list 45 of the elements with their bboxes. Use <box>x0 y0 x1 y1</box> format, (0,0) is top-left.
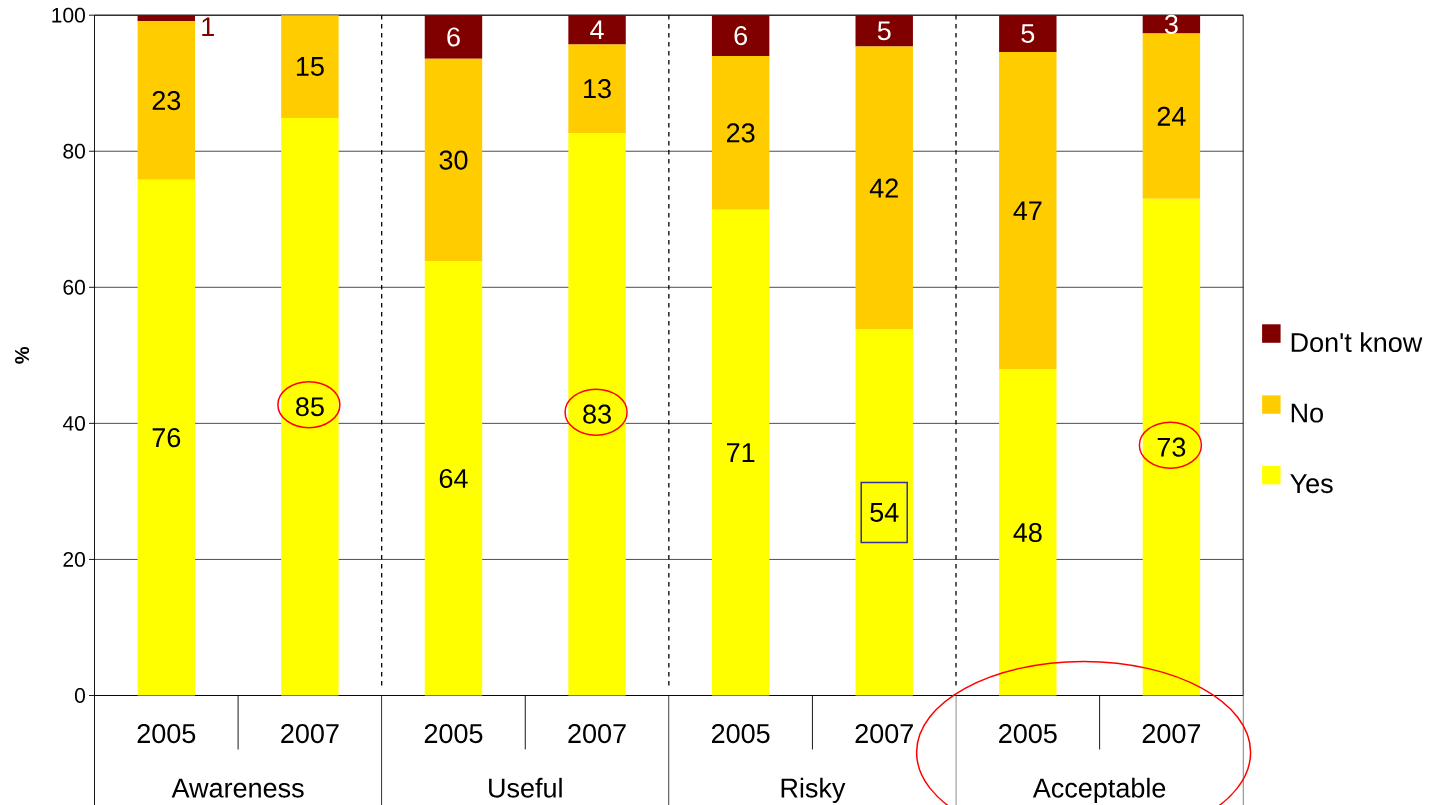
data-label: 4 <box>590 20 604 40</box>
y-tick-label: 80 <box>63 143 85 159</box>
text: Acceptable <box>1032 777 1166 803</box>
text: Risky <box>781 777 846 803</box>
legend-label: Yes <box>1290 474 1333 494</box>
y-tick-label: 0 <box>74 688 85 703</box>
data-label: 73 <box>1157 437 1186 457</box>
data-label: 23 <box>726 123 755 143</box>
data-label: 54 <box>870 503 899 522</box>
text: Useful <box>489 777 562 798</box>
data-label: 6 <box>447 27 460 47</box>
y-tick-label: 100 <box>52 7 85 23</box>
y-axis-title: % <box>15 346 30 364</box>
x-tick-label: 2007 <box>855 724 913 744</box>
x-tick-label: 2005 <box>137 724 196 744</box>
y-tick-label: 40 <box>62 415 85 431</box>
data-label: 5 <box>1021 24 1035 43</box>
text: Awareness <box>171 778 304 798</box>
x-tick-label: 2007 <box>281 724 339 744</box>
data-label: 83 <box>583 404 611 424</box>
data-label: 6 <box>734 26 747 46</box>
y-tick-label: 20 <box>63 551 85 567</box>
x-tick-label: 2005 <box>424 724 483 744</box>
data-label: 42 <box>869 178 898 198</box>
data-label: 24 <box>1157 106 1186 126</box>
data-label: 76 <box>152 428 181 448</box>
data-label: 85 <box>296 397 324 417</box>
data-label: 15 <box>296 57 324 76</box>
data-label: 48 <box>1013 523 1042 543</box>
legend-label: Don't know <box>1291 332 1423 353</box>
x-tick-label: 2007 <box>1142 724 1201 744</box>
legend-label: No <box>1291 403 1323 423</box>
data-label: 3 <box>1164 14 1178 34</box>
x-tick-label: 2007 <box>568 724 626 744</box>
data-label: 71 <box>727 443 755 462</box>
x-tick-label: 2005 <box>999 724 1057 744</box>
data-label: 5 <box>877 21 891 41</box>
data-label: 1 <box>202 17 214 36</box>
x-tick-label: 2005 <box>711 724 770 744</box>
data-label: 64 <box>439 468 468 489</box>
data-label: 23 <box>152 91 181 111</box>
data-label: 47 <box>1013 201 1042 221</box>
data-label: 30 <box>439 150 468 170</box>
data-label: 13 <box>584 79 611 99</box>
y-tick-label: 60 <box>63 279 85 295</box>
